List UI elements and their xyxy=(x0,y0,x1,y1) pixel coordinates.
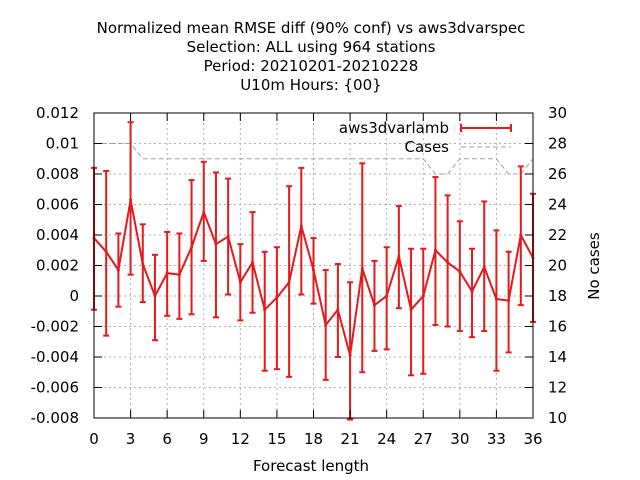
diff-point xyxy=(214,242,218,246)
diff-point xyxy=(458,270,462,274)
y-tick-label: -0.004 xyxy=(31,348,79,366)
x-tick-label: 33 xyxy=(487,430,506,448)
x-axis-label: Forecast length xyxy=(253,457,369,475)
diff-point xyxy=(324,323,328,327)
y2-tick-label: 20 xyxy=(548,257,567,275)
diff-point xyxy=(421,294,425,298)
legend-swatch-diff xyxy=(460,124,512,132)
axes: 0 3 6 9 12 15 18 21 24 27 30 33 36-0.008-0.006-0.004… xyxy=(31,104,567,448)
diff-point xyxy=(104,250,108,254)
diff-point xyxy=(165,271,169,275)
diff-point xyxy=(433,248,437,252)
diff-point xyxy=(397,254,401,258)
diff-point xyxy=(446,260,450,264)
y-tick-label: 0.008 xyxy=(36,165,79,183)
diff-point xyxy=(470,289,474,293)
y-tick-label: -0.008 xyxy=(31,409,79,427)
diff-point xyxy=(129,198,133,202)
diff-point xyxy=(190,245,194,249)
legend-label-diff: aws3dvarlamb xyxy=(339,119,449,137)
y-tick-label: 0.002 xyxy=(36,257,79,275)
x-tick-label: 6 xyxy=(162,430,172,448)
y-tick-label: -0.006 xyxy=(31,379,79,397)
y2-tick-label: 12 xyxy=(548,379,567,397)
x-tick-label: 9 xyxy=(199,430,209,448)
y-tick-label: 0.006 xyxy=(36,196,79,214)
y-tick-label: 0.004 xyxy=(36,226,79,244)
diff-point xyxy=(372,303,376,307)
x-tick-label: 27 xyxy=(414,430,433,448)
diff-point xyxy=(507,299,511,303)
y2-tick-label: 24 xyxy=(548,196,567,214)
diff-point xyxy=(141,262,145,266)
y-tick-label: 0.012 xyxy=(36,104,79,122)
diff-series xyxy=(91,121,536,421)
diff-point xyxy=(263,308,267,312)
title-line-2: Selection: ALL using 964 stations xyxy=(187,38,436,56)
legend-label-cases: Cases xyxy=(404,138,449,156)
diff-point xyxy=(202,210,206,214)
diff-point xyxy=(312,268,315,272)
x-tick-label: 15 xyxy=(267,430,286,448)
diff-point xyxy=(287,280,291,284)
y2-tick-label: 18 xyxy=(548,287,567,305)
diff-point xyxy=(299,224,303,228)
diff-point xyxy=(251,260,255,264)
y-tick-label: 0 xyxy=(69,287,79,305)
x-tick-label: 3 xyxy=(126,430,136,448)
diff-point xyxy=(275,296,279,300)
chart-title: Normalized mean RMSE diff (90% conf) vs … xyxy=(97,19,526,94)
diff-point xyxy=(482,265,486,269)
legend: aws3dvarlamb Cases xyxy=(339,119,512,156)
title-line-3: Period: 20210201-20210228 xyxy=(204,57,419,75)
y2-tick-label: 16 xyxy=(548,318,567,336)
diff-point xyxy=(226,235,230,239)
y2-axis-label: No cases xyxy=(585,232,603,300)
y2-tick-label: 26 xyxy=(548,165,567,183)
x-tick-label: 0 xyxy=(89,430,99,448)
diff-point xyxy=(494,297,498,301)
title-line-4: U10m Hours: {00} xyxy=(240,76,381,94)
diff-point xyxy=(238,280,242,284)
y2-tick-label: 28 xyxy=(548,135,567,153)
y2-tick-label: 14 xyxy=(548,348,567,366)
y2-tick-label: 30 xyxy=(548,104,567,122)
diff-point xyxy=(519,233,523,237)
diff-point xyxy=(336,308,340,312)
x-tick-label: 21 xyxy=(341,430,360,448)
cases-series xyxy=(94,143,534,175)
diff-point xyxy=(116,268,120,272)
diff-point xyxy=(177,273,181,277)
diff-point xyxy=(348,353,352,357)
diff-point xyxy=(385,294,389,298)
cases-line xyxy=(94,143,534,175)
title-line-1: Normalized mean RMSE diff (90% conf) vs … xyxy=(97,19,526,37)
diff-point xyxy=(153,294,157,298)
y-tick-label: 0.01 xyxy=(46,135,79,153)
x-tick-label: 30 xyxy=(450,430,469,448)
y-tick-label: -0.002 xyxy=(31,318,79,336)
y2-tick-label: 22 xyxy=(548,226,567,244)
x-tick-label: 12 xyxy=(231,430,250,448)
diff-point xyxy=(409,308,413,312)
x-tick-label: 18 xyxy=(304,430,323,448)
diff-point xyxy=(360,267,364,271)
x-tick-label: 36 xyxy=(523,430,542,448)
y2-tick-label: 10 xyxy=(548,409,567,427)
x-tick-label: 24 xyxy=(377,430,396,448)
